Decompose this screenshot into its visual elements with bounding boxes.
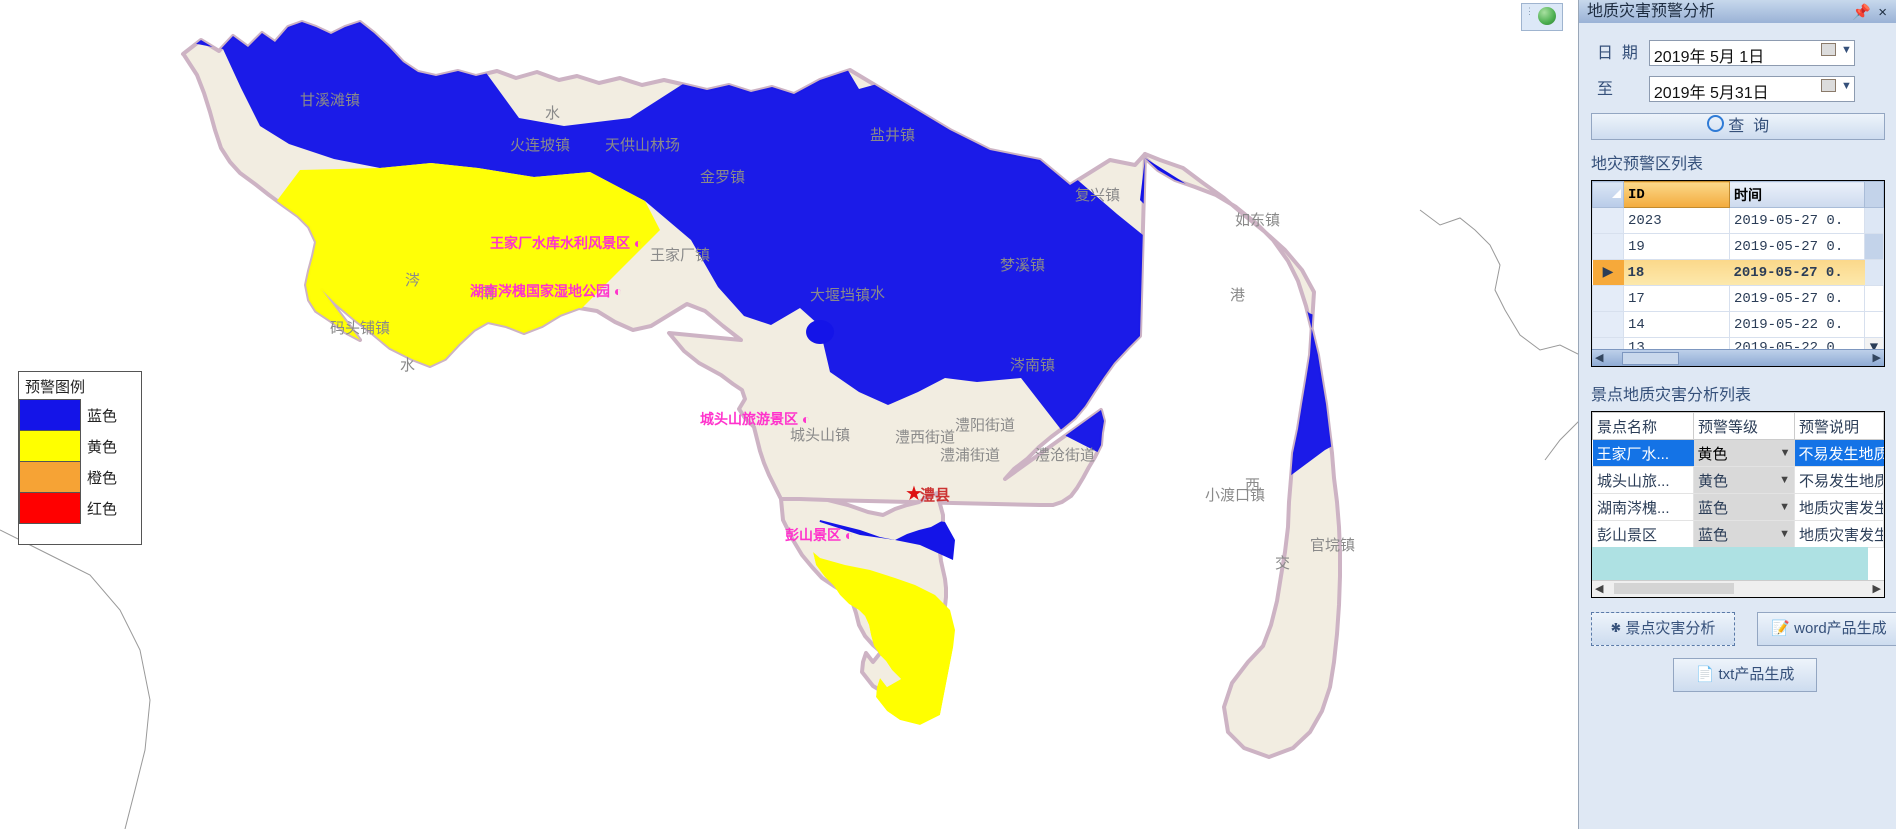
svg-text:王家厂镇: 王家厂镇: [650, 247, 710, 264]
svg-text:天供山林场: 天供山林场: [605, 137, 680, 154]
svg-text:澧浦街道: 澧浦街道: [940, 447, 1000, 464]
svg-text:涔南镇: 涔南镇: [1010, 357, 1055, 374]
svg-text:澧县: 澧县: [920, 486, 950, 504]
svg-text:港: 港: [1230, 287, 1245, 304]
svg-text:金罗镇: 金罗镇: [700, 169, 745, 186]
svg-text:码头铺镇: 码头铺镇: [330, 320, 390, 337]
svg-text:复兴镇: 复兴镇: [1075, 186, 1120, 204]
svg-text:火连坡镇: 火连坡镇: [510, 137, 570, 154]
svg-text:澧西街道: 澧西街道: [895, 429, 955, 446]
svg-text:湖南涔槐国家湿地公园 ◐: 湖南涔槐国家湿地公园 ◐: [470, 283, 622, 299]
svg-text:水: 水: [545, 105, 560, 122]
svg-text:交: 交: [1275, 554, 1290, 572]
svg-text:王家厂水库水利风景区 ◐: 王家厂水库水利风景区 ◐: [490, 235, 642, 251]
svg-text:涔: 涔: [405, 272, 420, 289]
svg-text:★: ★: [905, 483, 923, 505]
svg-text:大堰垱镇: 大堰垱镇: [810, 287, 870, 304]
svg-text:水: 水: [400, 357, 415, 374]
svg-text:澧沧街道: 澧沧街道: [1035, 447, 1095, 464]
svg-text:官垸镇: 官垸镇: [1310, 537, 1355, 554]
svg-text:甘溪滩镇: 甘溪滩镇: [300, 92, 360, 109]
svg-text:城头山镇: 城头山镇: [790, 427, 850, 444]
svg-text:城头山旅游景区 ◐: 城头山旅游景区 ◐: [700, 411, 810, 427]
svg-text:水: 水: [870, 285, 885, 302]
svg-text:梦溪镇: 梦溪镇: [1000, 257, 1045, 274]
svg-text:如东镇: 如东镇: [1235, 212, 1280, 229]
svg-text:澧阳街道: 澧阳街道: [955, 417, 1015, 434]
svg-text:彭山景区 ◐: 彭山景区 ◐: [785, 527, 853, 543]
svg-text:西: 西: [1245, 477, 1260, 494]
svg-text:盐井镇: 盐井镇: [870, 127, 915, 144]
